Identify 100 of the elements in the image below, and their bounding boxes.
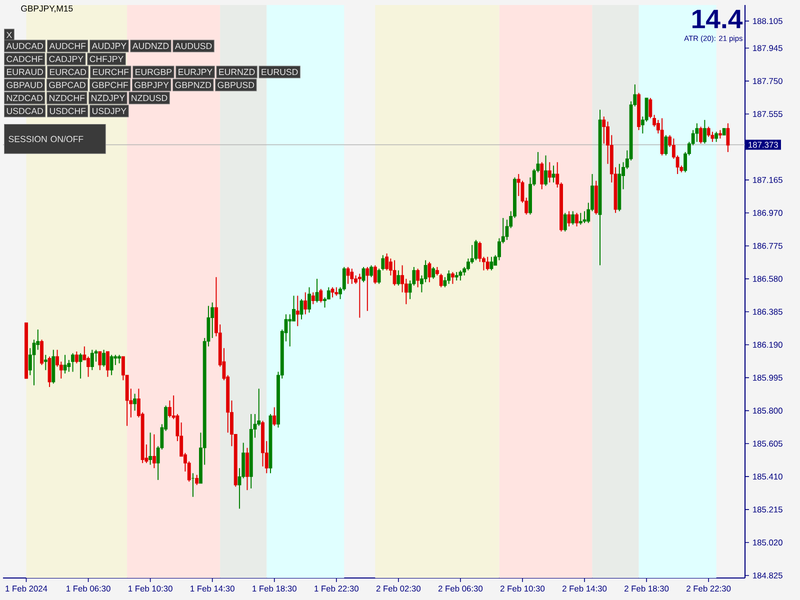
annotation: GBPNZD: [175, 82, 212, 88]
candlestick: [474, 239, 478, 261]
candlestick: [102, 349, 106, 368]
candlestick: [450, 272, 454, 284]
candlestick: [90, 349, 94, 371]
candlestick: [644, 97, 648, 122]
x-tick-label: 1 Feb 22:30: [314, 585, 358, 592]
y-tick-label: 187.750: [753, 78, 782, 84]
annotation: AUDUSD: [174, 42, 212, 50]
candlestick: [439, 273, 443, 288]
candlestick: [432, 266, 436, 280]
y-tick-label: 185.215: [753, 506, 782, 513]
annotation: CADCHF: [6, 56, 43, 62]
annotation: EURCAD: [50, 68, 86, 76]
candlestick: [311, 292, 315, 305]
candlestick: [424, 260, 428, 283]
y-tick-label: 187.165: [753, 176, 782, 183]
annotation: GBPUSD: [218, 82, 254, 88]
candlestick: [330, 286, 334, 298]
candlestick: [71, 352, 75, 372]
annotation: AUDJPY: [92, 42, 126, 50]
annotation: USDCAD: [6, 108, 44, 114]
annotation: NZDUSD: [132, 94, 168, 102]
x-tick-label: 2 Feb 10:30: [500, 585, 545, 592]
candlestick: [699, 126, 703, 144]
candlestick: [300, 298, 304, 320]
candlestick: [695, 122, 699, 142]
annotation: AUDCAD: [6, 42, 44, 50]
x-tick-label: 1 Feb 06:30: [66, 585, 110, 592]
chart-title: GBPJPY,M15: [21, 5, 73, 13]
annotation: GBPAUD: [6, 82, 42, 88]
x-tick-label: 2 Feb 06:30: [438, 585, 483, 592]
candlestick: [490, 256, 494, 271]
candlestick: [315, 278, 319, 303]
y-tick-label: 185.020: [753, 540, 782, 546]
y-tick-label: 187.945: [753, 45, 782, 52]
candlestick: [373, 264, 377, 284]
candlestick: [350, 268, 354, 284]
candlestick: [582, 210, 586, 224]
candlestick: [726, 122, 730, 153]
annotation: EURCHF: [93, 68, 129, 76]
candlestick: [272, 406, 276, 426]
candlestick: [486, 256, 490, 271]
annotation: EURUSD: [262, 68, 298, 76]
candlestick: [416, 268, 420, 288]
candlestick: [48, 356, 52, 388]
candlestick: [544, 154, 548, 186]
y-tick-label: 185.800: [753, 408, 782, 414]
x-tick-label: 2 Feb 18:30: [624, 585, 669, 592]
x-tick-label: 2 Feb 02:30: [376, 585, 421, 592]
candlestick: [308, 286, 311, 314]
candlestick: [648, 97, 652, 119]
annotation: GBPCAD: [49, 82, 86, 88]
x-tick-label: 1 Feb 2024: [6, 585, 48, 592]
candlestick: [443, 276, 447, 288]
y-tick-label: 186.775: [753, 242, 782, 249]
annotation: GBPJPY: [134, 82, 169, 88]
x-tick-label: 1 Feb 14:30: [190, 585, 234, 592]
candlestick: [78, 352, 82, 380]
candlestick: [578, 212, 582, 226]
annotation: EURGBP: [136, 68, 172, 76]
annotation: 14.4: [692, 10, 743, 28]
annotation: GBPCHF: [92, 82, 128, 88]
candlestick: [447, 270, 451, 284]
candlestick: [44, 354, 48, 371]
annotation: NZDJPY: [92, 94, 125, 102]
candlestick: [428, 261, 432, 283]
annotation: CADJPY: [49, 56, 84, 62]
candlestick: [246, 447, 249, 491]
candlestick: [563, 212, 567, 232]
y-tick-label: 185.995: [753, 374, 782, 381]
annotation: EURJPY: [178, 68, 212, 76]
candlestick: [571, 210, 575, 226]
candlestick: [296, 295, 300, 327]
candlestick: [660, 118, 664, 156]
y-tick-label: 186.970: [753, 210, 782, 216]
y-tick-label: 185.410: [753, 474, 782, 480]
candlestick: [602, 116, 606, 144]
candlestick: [63, 354, 67, 374]
candlestick: [552, 165, 556, 183]
y-tick-label: 185.605: [753, 440, 782, 447]
annotation: USDJPY: [92, 108, 126, 114]
x-tick-label: 1 Feb 10:30: [128, 585, 172, 592]
candlestick: [362, 266, 366, 283]
annotation: EURNZD: [219, 68, 255, 76]
candlestick: [133, 393, 137, 412]
candlestick: [575, 212, 578, 227]
candlestick: [567, 210, 571, 227]
y-tick-label: 187.555: [753, 111, 782, 117]
candlestick: [40, 339, 44, 366]
y-tick-label: 186.580: [753, 276, 782, 282]
annotation: NZDCAD: [7, 94, 43, 102]
x-tick-label: 2 Feb 22:30: [686, 585, 731, 592]
candlestick: [540, 162, 544, 190]
candlestick: [152, 434, 156, 469]
candlestick: [548, 162, 552, 183]
annotation: X: [6, 32, 12, 38]
candlestick: [98, 351, 102, 371]
candlestick: [319, 288, 323, 303]
candlestick: [304, 292, 308, 315]
